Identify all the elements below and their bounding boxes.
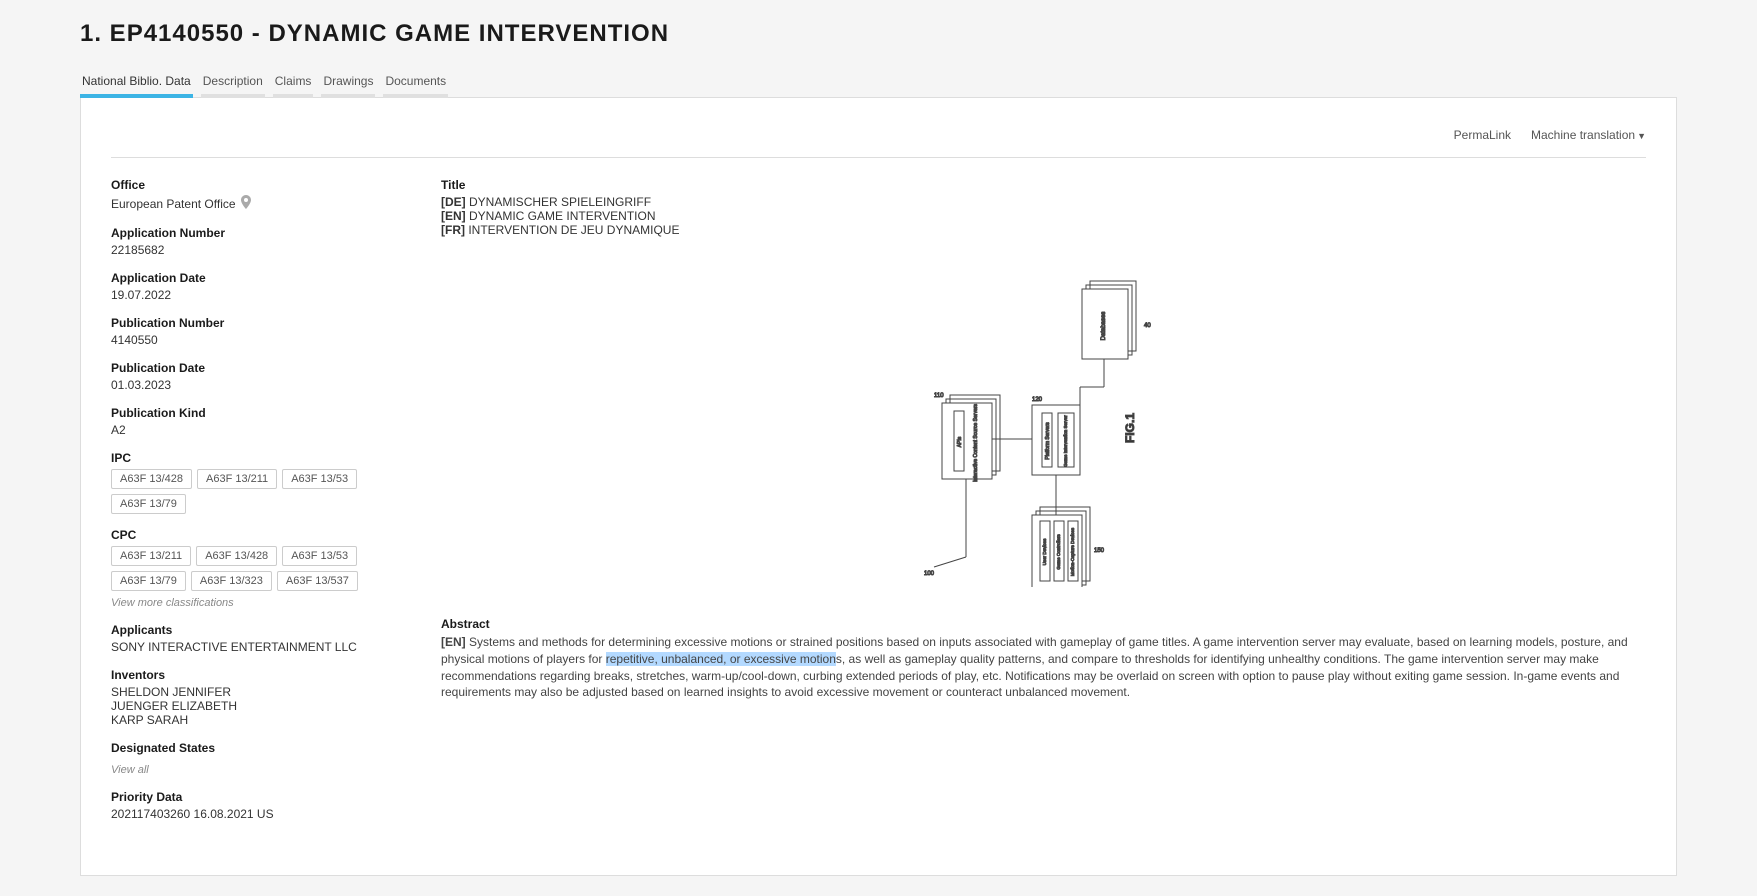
tabs: National Biblio. Data Description Claims…	[80, 68, 1677, 98]
left-column: Office European Patent Office Applicatio…	[111, 178, 411, 835]
content-panel: PermaLink Machine translation▼ Office Eu…	[80, 98, 1677, 876]
page-title: 1. EP4140550 - DYNAMIC GAME INTERVENTION	[80, 20, 1677, 48]
pub-kind-label: Publication Kind	[111, 406, 411, 420]
designated-label: Designated States	[111, 741, 411, 755]
title-text-en: DYNAMIC GAME INTERVENTION	[469, 209, 655, 223]
ipc-tag[interactable]: A63F 13/428	[111, 469, 192, 489]
inventor-item: JUENGER ELIZABETH	[111, 699, 411, 713]
title-label: Title	[441, 178, 1646, 192]
title-text-de: DYNAMISCHER SPIELEINGRIFF	[469, 195, 651, 209]
svg-text:Game Controllers: Game Controllers	[1056, 534, 1061, 570]
cpc-tag[interactable]: A63F 13/53	[282, 546, 357, 566]
abstract-lang: [EN]	[441, 635, 466, 649]
abstract-text: [EN] Systems and methods for determining…	[441, 634, 1646, 701]
abstract-highlight: repetitive, unbalanced, or excessive mot…	[606, 652, 836, 666]
svg-text:Platform Servers: Platform Servers	[1045, 422, 1051, 460]
caret-down-icon: ▼	[1637, 131, 1646, 141]
app-date-value: 19.07.2022	[111, 288, 411, 302]
office-value: European Patent Office	[111, 197, 236, 211]
app-num-value: 22185682	[111, 243, 411, 257]
abstract-label: Abstract	[441, 617, 1646, 631]
tab-claims[interactable]: Claims	[273, 68, 314, 98]
tab-drawings[interactable]: Drawings	[321, 68, 375, 98]
right-column: Title [DE] DYNAMISCHER SPIELEINGRIFF [EN…	[441, 178, 1646, 835]
cpc-tag[interactable]: A63F 13/211	[111, 546, 191, 566]
priority-value: 202117403260 16.08.2021 US	[111, 807, 411, 821]
ipc-tag[interactable]: A63F 13/53	[282, 469, 357, 489]
svg-text:110: 110	[934, 393, 944, 399]
location-pin-icon	[240, 195, 252, 212]
tab-description[interactable]: Description	[201, 68, 265, 98]
inventors-label: Inventors	[111, 668, 411, 682]
office-label: Office	[111, 178, 411, 192]
title-text-fr: INTERVENTION DE JEU DYNAMIQUE	[468, 223, 679, 237]
svg-text:150: 150	[1094, 548, 1105, 554]
ipc-label: IPC	[111, 451, 411, 465]
pub-date-value: 01.03.2023	[111, 378, 411, 392]
svg-text:100: 100	[924, 571, 935, 577]
inventor-item: KARP SARAH	[111, 713, 411, 727]
title-lang-en: [EN]	[441, 209, 466, 223]
cpc-tag[interactable]: A63F 13/323	[191, 571, 272, 591]
svg-text:40: 40	[1144, 323, 1151, 329]
tab-biblio[interactable]: National Biblio. Data	[80, 68, 193, 98]
pub-num-value: 4140550	[111, 333, 411, 347]
patent-figure: Databases 40 APIs Interactive Content So…	[441, 267, 1646, 587]
pub-date-label: Publication Date	[111, 361, 411, 375]
view-more-classifications[interactable]: View more classifications	[111, 597, 234, 609]
fig-label: FIG.1	[1123, 413, 1137, 443]
svg-text:Databases: Databases	[1101, 312, 1107, 341]
svg-text:User Devices: User Devices	[1042, 538, 1047, 566]
priority-label: Priority Data	[111, 790, 411, 804]
inventor-item: SHELDON JENNIFER	[111, 685, 411, 699]
cpc-tag[interactable]: A63F 13/428	[196, 546, 277, 566]
applicants-value: SONY INTERACTIVE ENTERTAINMENT LLC	[111, 640, 411, 654]
ipc-tag[interactable]: A63F 13/79	[111, 494, 186, 514]
view-all-states[interactable]: View all	[111, 764, 149, 776]
applicants-label: Applicants	[111, 623, 411, 637]
top-actions: PermaLink Machine translation▼	[111, 118, 1646, 158]
pub-num-label: Publication Number	[111, 316, 411, 330]
pub-kind-value: A2	[111, 423, 411, 437]
machine-translation-link[interactable]: Machine translation▼	[1531, 128, 1646, 142]
machine-translation-label: Machine translation	[1531, 128, 1635, 142]
title-lang-fr: [FR]	[441, 223, 465, 237]
ipc-tags: A63F 13/428 A63F 13/211 A63F 13/53 A63F …	[111, 469, 411, 514]
cpc-tag[interactable]: A63F 13/79	[111, 571, 186, 591]
svg-text:APIs: APIs	[957, 436, 963, 447]
app-date-label: Application Date	[111, 271, 411, 285]
cpc-tag[interactable]: A63F 13/537	[277, 571, 358, 591]
cpc-tags: A63F 13/211 A63F 13/428 A63F 13/53 A63F …	[111, 546, 411, 591]
cpc-label: CPC	[111, 528, 411, 542]
svg-text:120: 120	[1032, 397, 1043, 403]
svg-text:Game Intervention Server: Game Intervention Server	[1063, 415, 1068, 467]
svg-text:Interactive Content Source Ser: Interactive Content Source Servers	[973, 404, 979, 482]
app-num-label: Application Number	[111, 226, 411, 240]
tab-documents[interactable]: Documents	[383, 68, 448, 98]
svg-text:Motion-Capture Devices: Motion-Capture Devices	[1070, 527, 1075, 576]
permalink-link[interactable]: PermaLink	[1454, 128, 1511, 142]
title-lang-de: [DE]	[441, 195, 466, 209]
ipc-tag[interactable]: A63F 13/211	[197, 469, 277, 489]
